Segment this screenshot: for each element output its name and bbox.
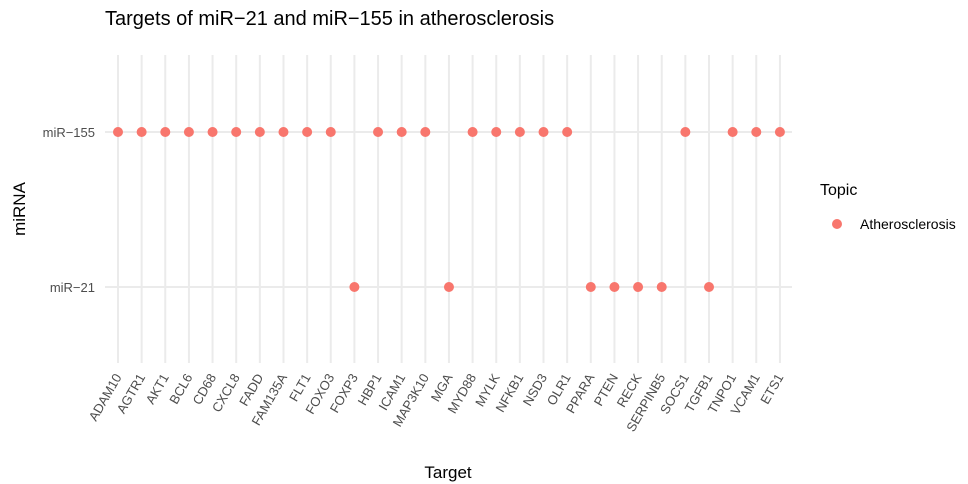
data-point — [254, 127, 265, 137]
y-tick-label: miR−155 — [43, 125, 95, 140]
data-point — [562, 127, 573, 137]
y-tick-label: miR−21 — [50, 280, 95, 295]
grid — [105, 55, 792, 363]
x-tick-label: AKT1 — [143, 371, 172, 407]
legend: Topic Atherosclerosis — [820, 182, 956, 232]
data-point — [302, 127, 313, 137]
data-point — [113, 127, 123, 137]
data-point — [680, 127, 691, 137]
data-point — [183, 127, 194, 137]
x-axis-ticks: ADAM10AGTR1AKT1BCL6CD68CXCL8FADDFAM135AF… — [86, 371, 787, 434]
data-point — [656, 282, 667, 292]
chart-title: Targets of miR−21 and miR−155 in atheros… — [105, 8, 554, 30]
x-tick-label: ADAM10 — [86, 371, 125, 424]
data-point — [231, 127, 242, 137]
data-point — [727, 127, 738, 137]
x-tick-label: NSD3 — [520, 371, 550, 409]
y-axis-ticks: miR−21 miR−155 — [43, 125, 95, 295]
data-point — [349, 282, 360, 292]
data-points — [113, 127, 785, 292]
x-tick-label: ETS1 — [757, 371, 786, 407]
data-point — [136, 127, 147, 137]
data-point — [774, 127, 785, 137]
data-point — [396, 127, 407, 137]
data-point — [207, 127, 218, 137]
data-point — [420, 127, 431, 137]
legend-title: Topic — [820, 182, 857, 199]
data-point — [160, 127, 171, 137]
legend-label: Atherosclerosis — [860, 216, 956, 232]
data-point — [514, 127, 525, 137]
data-point — [325, 127, 336, 137]
data-point — [585, 282, 596, 292]
x-axis-title: Target — [424, 463, 472, 482]
data-point — [538, 127, 549, 137]
data-point — [633, 282, 644, 292]
data-point — [751, 127, 762, 137]
data-point — [443, 282, 454, 292]
data-point — [609, 282, 620, 292]
data-point — [373, 127, 384, 137]
y-axis-title: miRNA — [10, 181, 29, 235]
data-point — [467, 127, 478, 137]
legend-swatch — [832, 219, 842, 229]
data-point — [704, 282, 714, 292]
data-point — [278, 127, 289, 137]
data-point — [491, 127, 502, 137]
